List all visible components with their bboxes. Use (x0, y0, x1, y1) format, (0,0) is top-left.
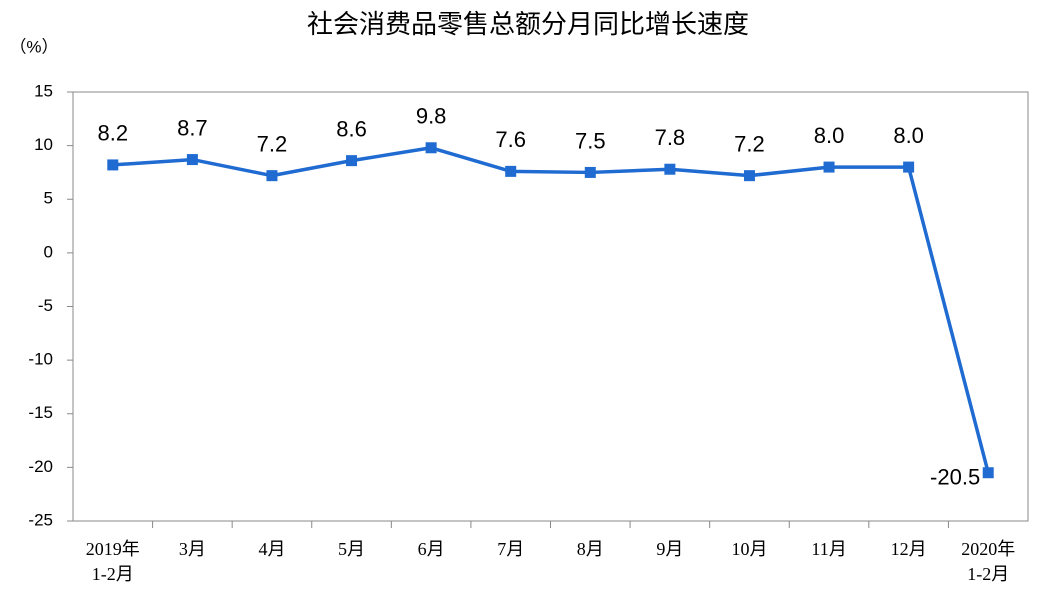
x-tick-label: 2020年 1-2月 (961, 539, 1015, 584)
point-marker (664, 163, 676, 175)
value-label: 8.0 (814, 123, 845, 148)
x-tick-label: 2019年 1-2月 (86, 539, 140, 584)
value-label: 8.0 (893, 123, 924, 148)
y-tick-label: -15 (28, 403, 53, 422)
point-marker (823, 161, 835, 173)
value-label: 8.6 (336, 116, 367, 141)
y-tick-label: 0 (44, 242, 53, 261)
point-marker (982, 467, 994, 479)
point-marker (346, 155, 358, 167)
value-label: -20.5 (930, 465, 980, 490)
chart-title: 社会消费品零售总额分月同比增长速度 (307, 9, 749, 39)
point-marker (266, 170, 278, 182)
series-line (112, 146, 990, 474)
value-label: 8.2 (97, 121, 128, 146)
value-label: 7.8 (655, 125, 686, 150)
y-tick-label: -5 (38, 296, 53, 315)
value-label: 7.5 (575, 128, 606, 153)
point-marker (584, 166, 596, 178)
y-tick-label: -10 (28, 350, 53, 369)
y-tick-label: 15 (34, 81, 53, 100)
x-tick-label: 3月 (179, 539, 206, 559)
y-tick-label: 5 (44, 189, 53, 208)
value-label: 7.2 (734, 131, 765, 156)
y-unit: （%） (9, 37, 58, 56)
y-tick-label: 10 (34, 135, 53, 154)
point-marker (186, 154, 198, 166)
value-label: 8.7 (177, 115, 208, 140)
point-marker (903, 161, 915, 173)
point-marker (107, 159, 119, 171)
value-label: 7.6 (495, 127, 526, 152)
x-tick-label: 8月 (577, 539, 604, 559)
x-tick-label: 9月 (656, 539, 683, 559)
x-tick-label: 7月 (497, 539, 524, 559)
x-tick-label: 12月 (891, 539, 927, 559)
x-tick-label: 11月 (811, 539, 846, 559)
point-marker (425, 142, 437, 154)
x-tick-label: 6月 (418, 539, 445, 559)
plot-frame (72, 91, 1029, 522)
x-tick-label: 4月 (258, 539, 285, 559)
point-marker (743, 170, 755, 182)
point-marker (505, 165, 517, 177)
value-label: 7.2 (257, 131, 288, 156)
x-tick-label: 10月 (731, 539, 767, 559)
y-tick-label: -20 (28, 457, 53, 476)
y-tick-label: -25 (28, 510, 53, 529)
x-tick-label: 5月 (338, 539, 365, 559)
value-label: 9.8 (416, 104, 447, 129)
